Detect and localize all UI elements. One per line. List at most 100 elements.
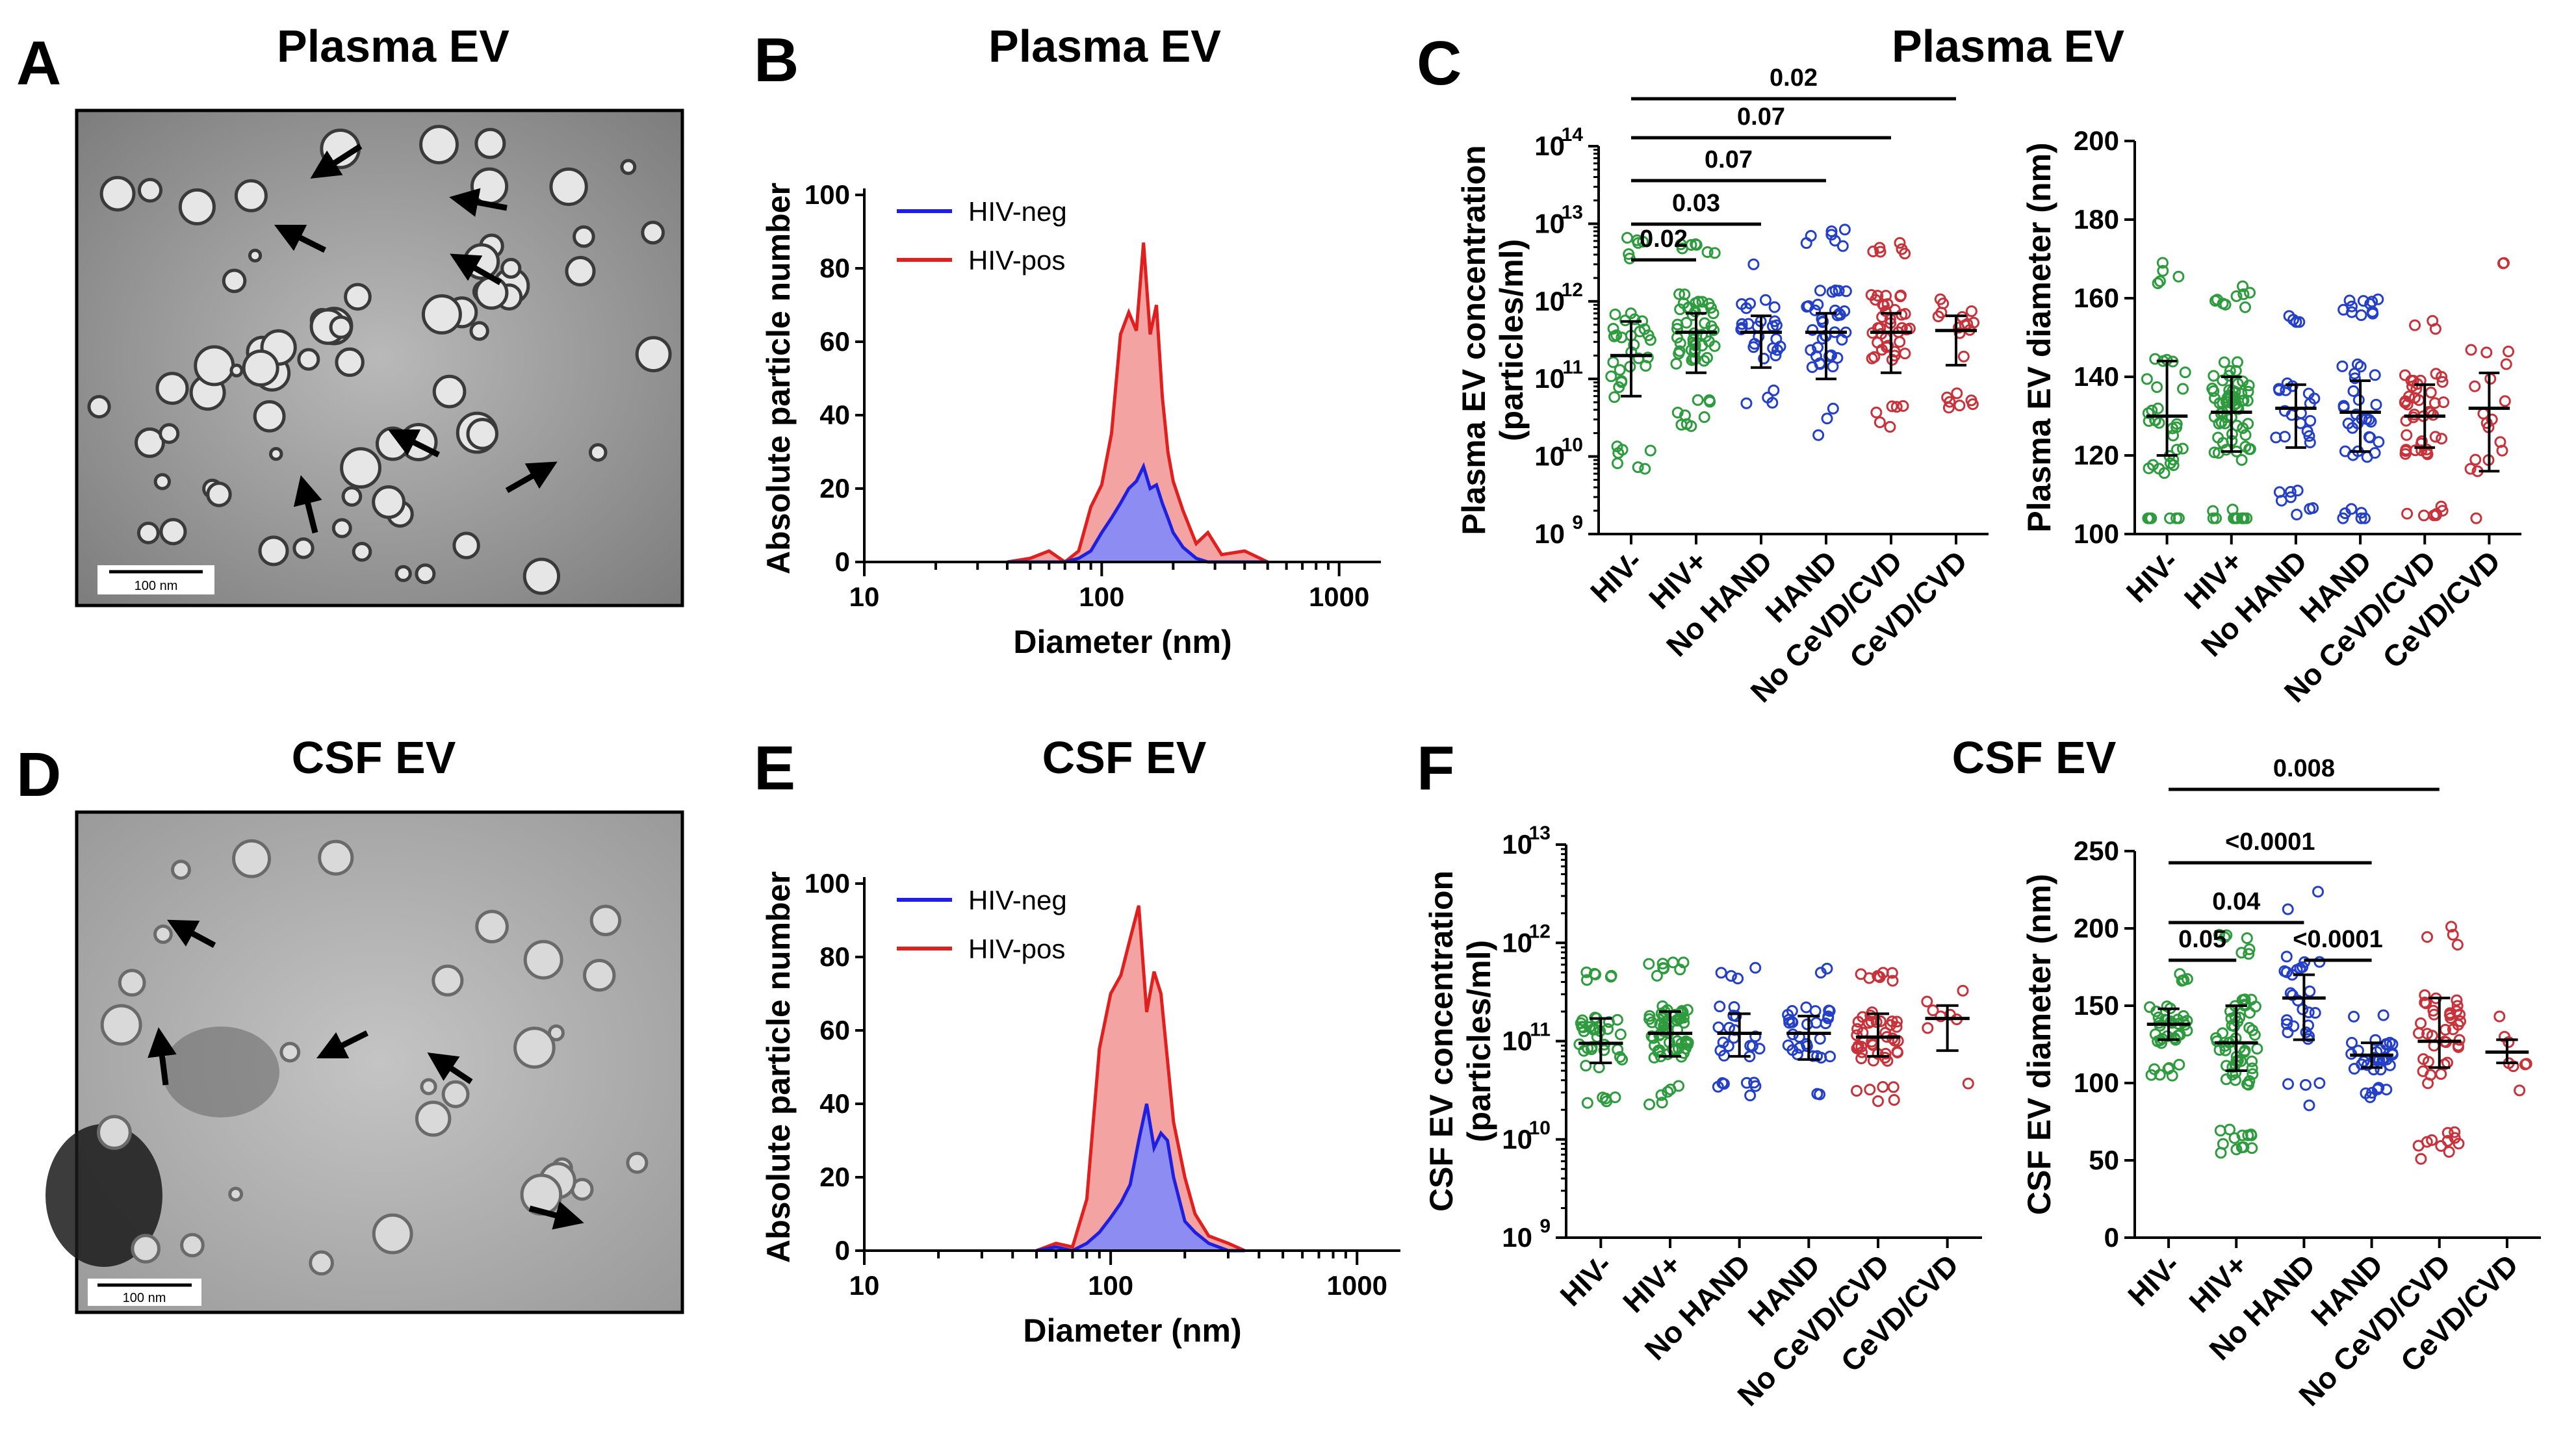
- vesicle: [99, 175, 136, 212]
- data-point: [1823, 350, 1835, 363]
- y-tick-label: 160: [2074, 283, 2119, 313]
- data-point: [2239, 301, 2251, 313]
- y-tick-label: 10: [1502, 927, 1532, 958]
- data-point: [2170, 444, 2183, 456]
- panel-label-f: F: [1417, 733, 1455, 803]
- data-point: [1855, 1052, 1868, 1065]
- data-point: [1642, 351, 1654, 364]
- vesicle: [583, 958, 616, 992]
- vesicle: [87, 394, 111, 419]
- data-point: [2234, 1012, 2246, 1024]
- data-point: [1810, 1017, 1822, 1029]
- vesicle: [171, 860, 191, 880]
- data-point: [2419, 997, 2431, 1009]
- data-point: [1864, 1010, 1877, 1021]
- vesicle: [474, 127, 506, 159]
- data-point: [2154, 275, 2166, 287]
- vesicle: [469, 321, 489, 341]
- vesicle: [297, 348, 320, 371]
- p-value-label: 0.05: [2178, 926, 2226, 953]
- data-point: [1817, 315, 1829, 327]
- vesicle: [635, 336, 672, 373]
- data-point: [1814, 357, 1826, 370]
- vesicle: [549, 167, 588, 207]
- data-point: [1749, 1080, 1762, 1092]
- data-point: [1965, 394, 1977, 407]
- data-point: [2447, 928, 2459, 941]
- arrows-a: [274, 144, 558, 534]
- data-point: [2251, 1043, 2263, 1055]
- y-axis-label-line: (particles/ml): [1493, 239, 1530, 441]
- data-point: [2447, 1023, 2459, 1036]
- data-point: [2519, 1058, 2531, 1071]
- data-point: [2428, 397, 2441, 409]
- vesicle: [513, 1027, 556, 1069]
- data-point: [1894, 236, 1906, 249]
- data-point: [1814, 1032, 1826, 1045]
- line-hiv-neg: [1007, 462, 1268, 564]
- data-point: [1714, 1001, 1726, 1013]
- y-tick-label: 50: [2089, 1145, 2119, 1175]
- data-point: [2237, 288, 2250, 300]
- p-value-label: 0.07: [1737, 103, 1785, 131]
- data-point: [1679, 288, 1691, 301]
- data-point: [2480, 346, 2493, 359]
- chart-c-diameter: 100 120 140 160 180 200 Plasma EV diameter (nm…: [2021, 125, 2521, 709]
- data-point: [1851, 1085, 1863, 1097]
- y-tick-label: 100: [805, 868, 850, 899]
- y-tick-label: 100: [2074, 1067, 2119, 1098]
- vesicle: [100, 1004, 142, 1046]
- data-point: [1671, 407, 1684, 419]
- data-point: [2241, 394, 2254, 407]
- data-point: [2217, 1027, 2229, 1039]
- legend-label: HIV-neg: [968, 196, 1067, 227]
- data-point: [1894, 336, 1906, 348]
- data-point: [1707, 307, 1719, 320]
- data-point: [2449, 1132, 2461, 1144]
- line-hiv-pos: [1007, 242, 1269, 565]
- y-axis-label-line: CSF EV diameter (nm): [2021, 874, 2057, 1215]
- y-tick-exponent: 10: [1562, 435, 1583, 456]
- data-point: [2419, 989, 2431, 1001]
- vesicle: [131, 1234, 161, 1264]
- scale-bar-text-d: 100 nm: [123, 1291, 166, 1305]
- data-point: [2415, 1153, 2427, 1165]
- data-point: [1874, 416, 1886, 429]
- data-point: [2336, 360, 2349, 372]
- vesicle: [394, 565, 412, 582]
- data-point: [1823, 1004, 1835, 1017]
- data-point: [1851, 1029, 1863, 1041]
- data-point: [1827, 402, 1839, 415]
- data-point: [1609, 1091, 1621, 1104]
- data-point: [1608, 391, 1621, 403]
- data-point: [2347, 385, 2360, 397]
- data-point: [2399, 448, 2412, 460]
- data-point: [1740, 397, 1753, 409]
- data-point: [1651, 969, 1663, 982]
- data-point: [1662, 1048, 1674, 1060]
- data-point: [1887, 975, 1899, 987]
- area-hiv-pos: [1007, 242, 1268, 562]
- data-point: [1879, 1047, 1892, 1060]
- data-point: [2400, 444, 2412, 456]
- y-axis-label-line: Plasma EV diameter (nm): [2021, 142, 2057, 532]
- line-hiv-neg: [1036, 1103, 1245, 1253]
- data-point: [2445, 921, 2458, 933]
- vesicle: [153, 925, 173, 944]
- data-point: [2499, 395, 2511, 407]
- data-point: [1891, 1045, 1903, 1058]
- data-point: [2299, 1078, 2312, 1091]
- y-tick-label: 100: [2074, 518, 2119, 549]
- data-point: [1836, 240, 1849, 252]
- data-point: [2145, 1069, 2157, 1081]
- data-point: [2477, 407, 2490, 420]
- y-tick-label: 100: [805, 179, 850, 210]
- data-point: [2406, 380, 2418, 392]
- y-tick-label: 10: [1534, 363, 1565, 394]
- data-point: [2237, 1141, 2250, 1153]
- data-point: [2415, 1017, 2427, 1029]
- data-point: [1770, 350, 1782, 362]
- y-tick-label: 120: [2074, 440, 2119, 470]
- data-point: [2280, 950, 2293, 963]
- data-point: [2349, 368, 2361, 380]
